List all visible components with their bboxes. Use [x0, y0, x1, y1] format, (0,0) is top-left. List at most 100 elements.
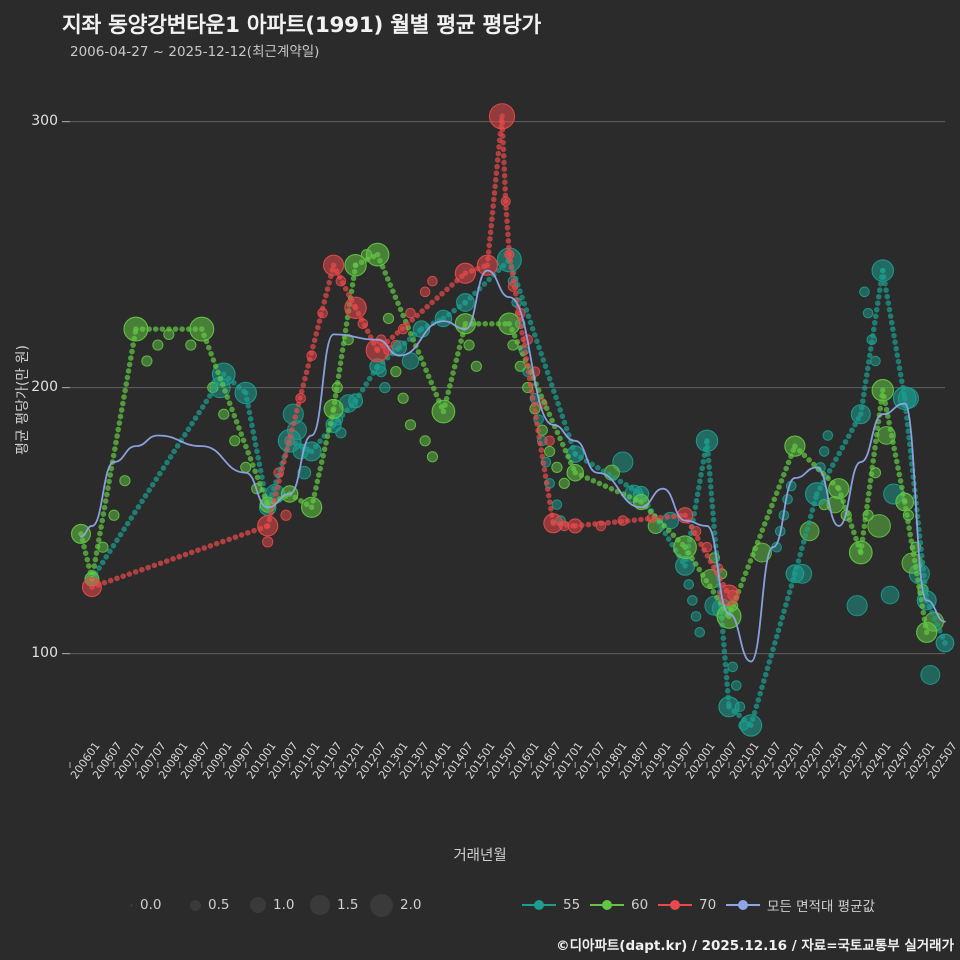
data-point [498, 312, 521, 335]
data-point [862, 307, 874, 319]
legend-series-item[interactable]: 60 [590, 893, 648, 917]
data-point [551, 499, 563, 510]
legend-series-label: 60 [631, 897, 649, 913]
legend-size-item: 1.0 [250, 893, 294, 917]
legend-size-item: 2.0 [370, 893, 421, 917]
data-point [935, 633, 955, 653]
series-dotted-connector [89, 523, 271, 590]
data-point [218, 408, 230, 420]
series-dotted-connector [499, 113, 509, 205]
size-marker-icon [250, 897, 266, 913]
series-dotted-connector [374, 270, 469, 354]
data-point [470, 360, 482, 372]
legend-series-label: 70 [699, 897, 717, 913]
data-point [880, 585, 900, 605]
data-point [463, 339, 475, 351]
series-dotted-connector [880, 267, 908, 401]
data-point [419, 435, 431, 447]
data-point [920, 664, 941, 685]
size-marker-icon [190, 899, 201, 911]
x-tick-marks [69, 762, 928, 768]
data-point [322, 254, 345, 276]
legend-series-item[interactable]: 70 [658, 893, 716, 917]
series-dotted-connector [502, 198, 513, 258]
series-dotted-connector [572, 512, 688, 529]
data-point [612, 451, 634, 473]
data-point [673, 535, 697, 560]
data-point [566, 463, 584, 482]
y-tick-marks [62, 120, 70, 655]
legend-size-item: 1.5 [310, 893, 358, 917]
page-subtitle: 2006-04-27 ~ 2025-12-12(최근계약일) [70, 44, 320, 60]
data-point [454, 262, 477, 284]
data-point [108, 509, 120, 521]
size-marker-icon [130, 903, 133, 907]
y-tick-label: 200 [31, 378, 58, 395]
series-dotted-connector [901, 499, 930, 636]
size-marker-icon [310, 895, 330, 915]
data-point [141, 355, 153, 367]
size-marker-icon [370, 893, 393, 917]
data-point [365, 242, 390, 267]
data-point [870, 355, 881, 367]
data-point [426, 451, 439, 463]
data-point [152, 339, 164, 351]
series-dotted-connector [199, 326, 271, 508]
data-point [731, 680, 742, 691]
data-point [427, 275, 438, 287]
data-point [850, 404, 871, 425]
data-point [123, 316, 149, 342]
data-point [301, 441, 322, 462]
footer-credit: ©디아파트(dapt.kr) / 2025.12.16 / 자료=국토교통부 실… [556, 938, 954, 954]
data-point [391, 340, 408, 356]
data-point [848, 540, 873, 565]
data-point [558, 477, 570, 489]
legend-size-label: 1.5 [337, 897, 359, 913]
series-dotted-connector [836, 485, 864, 556]
series-dotted-connector [572, 451, 644, 497]
data-point [785, 564, 805, 584]
series-70 [81, 103, 740, 606]
data-point [916, 621, 938, 643]
data-point [718, 584, 740, 606]
data-point [488, 103, 516, 130]
series-dotted-connector [330, 262, 359, 412]
data-point [846, 595, 868, 617]
data-point [419, 286, 431, 298]
legend-series-item[interactable]: 모든 면적대 평균값 [726, 893, 875, 917]
data-point [694, 627, 705, 638]
data-point [504, 249, 515, 260]
legend-swatch-icon [726, 898, 760, 912]
legend-size-label: 0.5 [208, 897, 230, 913]
data-point [301, 496, 323, 518]
series-dotted-connector [748, 571, 798, 729]
page-title: 지좌 동양강변타운1 아파트(1991) 월별 평균 평당가 [62, 13, 541, 38]
legend-series-item[interactable]: 55 [522, 893, 580, 917]
data-point [189, 316, 215, 342]
data-point [805, 482, 829, 506]
legend-size-item: 0.0 [130, 893, 161, 917]
data-point [567, 518, 583, 534]
data-point [566, 445, 584, 463]
data-point [687, 595, 698, 606]
legend-size-label: 2.0 [400, 897, 422, 913]
data-point [871, 259, 894, 282]
data-point [690, 611, 702, 622]
data-point [476, 254, 498, 276]
data-point [348, 393, 364, 409]
data-point [397, 392, 409, 404]
data-point [822, 430, 834, 441]
series-dotted-connector [506, 251, 557, 527]
data-point [405, 307, 416, 319]
legend-series-label: 모든 면적대 평균값 [767, 899, 875, 915]
series-dotted-connector [682, 512, 732, 598]
series-dotted-connector [726, 443, 798, 620]
series-dotted-connector [89, 326, 139, 582]
legend-series-label: 55 [563, 897, 581, 913]
data-point [456, 293, 475, 312]
y-tick-label: 300 [31, 112, 58, 129]
series-dotted-connector [792, 491, 820, 577]
data-point [390, 366, 402, 378]
legend-swatch-icon [658, 898, 692, 912]
data-point [739, 714, 763, 737]
